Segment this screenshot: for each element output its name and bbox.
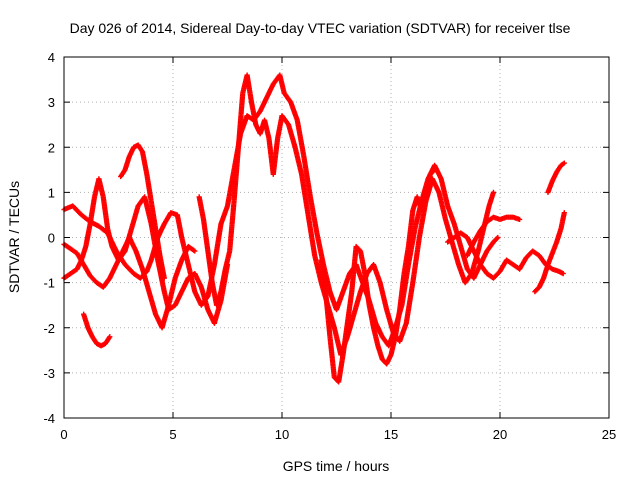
- y-tick-label: 2: [48, 140, 55, 155]
- x-tick-label: 5: [169, 427, 176, 442]
- x-tick-label: 0: [60, 427, 67, 442]
- data-point: [494, 235, 500, 242]
- data-point: [560, 271, 566, 277]
- y-tick-label: -1: [43, 276, 55, 291]
- x-tick-label: 15: [384, 427, 398, 442]
- data-point: [192, 248, 198, 254]
- data-point: [431, 168, 437, 174]
- x-tick-label: 25: [602, 427, 616, 442]
- y-tick-label: 3: [48, 95, 55, 110]
- y-axis-label: SDTVAR / TECUs: [6, 181, 22, 293]
- chart-title: Day 026 of 2014, Sidereal Day-to-day VTE…: [70, 20, 571, 36]
- data-point: [490, 189, 497, 195]
- y-tick-label: 4: [48, 50, 55, 65]
- data-point: [517, 216, 523, 223]
- x-axis-label: GPS time / hours: [283, 458, 390, 474]
- y-tick-label: -2: [43, 321, 55, 336]
- data-point: [495, 234, 501, 241]
- data-point: [161, 275, 167, 281]
- y-tick-label: 0: [48, 231, 55, 246]
- grid-lines: [64, 57, 609, 418]
- axis-ticks: [63, 56, 610, 419]
- data-point: [561, 210, 567, 216]
- y-tick-labels: 4 3 2 1 0 -1 -2 -3 -4: [43, 50, 55, 426]
- data-point: [432, 167, 438, 173]
- data-marks: [61, 72, 567, 385]
- data-point: [107, 334, 113, 340]
- y-tick-label: 1: [48, 185, 55, 200]
- y-tick-label: -4: [43, 411, 55, 426]
- x-tick-labels: 0 5 10 15 20 25: [60, 427, 616, 442]
- y-tick-label: -3: [43, 366, 55, 381]
- x-tick-label: 20: [493, 427, 507, 442]
- data-point: [561, 160, 567, 166]
- x-tick-label: 10: [275, 427, 289, 442]
